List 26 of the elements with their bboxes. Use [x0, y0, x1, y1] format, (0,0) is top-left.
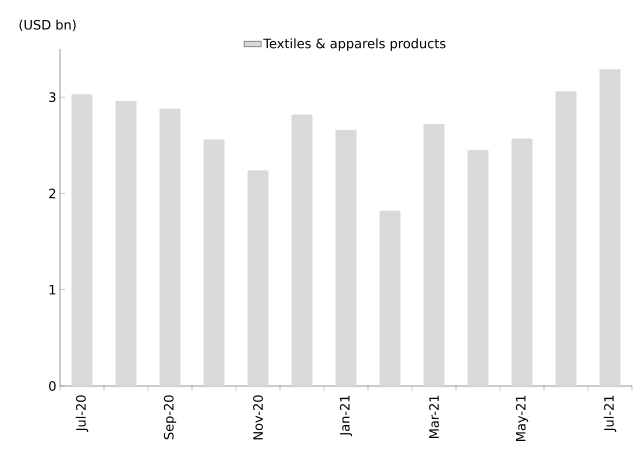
bar [556, 91, 577, 386]
bar [424, 124, 445, 386]
bar [336, 130, 357, 386]
x-tick-label: Jul-21 [604, 396, 616, 432]
bar [116, 100, 136, 386]
x-tick-label: Jan-21 [340, 396, 352, 436]
x-tick-label: Jul-20 [76, 395, 88, 432]
x-tick-label: Nov-20 [253, 395, 263, 440]
x-tick-label: Sep-20 [164, 395, 176, 440]
y-tick-label: 2 [49, 188, 56, 198]
bar [292, 114, 313, 386]
x-tick-label: Mar-21 [429, 396, 439, 438]
y-tick-label: 1 [50, 284, 56, 294]
bar [248, 170, 269, 386]
bar [72, 94, 92, 386]
legend-label: Textiles & apparels products [263, 38, 446, 51]
x-tick-label: May-21 [516, 396, 528, 441]
bar [160, 108, 180, 386]
y-tick-label: 3 [49, 92, 56, 102]
y-axis-title: (USD bn) [20, 20, 76, 32]
bar [204, 140, 224, 386]
bar [380, 210, 401, 386]
bar [512, 138, 533, 386]
bar [600, 69, 621, 386]
y-tick-label: 0 [49, 381, 56, 391]
bar [468, 150, 489, 386]
